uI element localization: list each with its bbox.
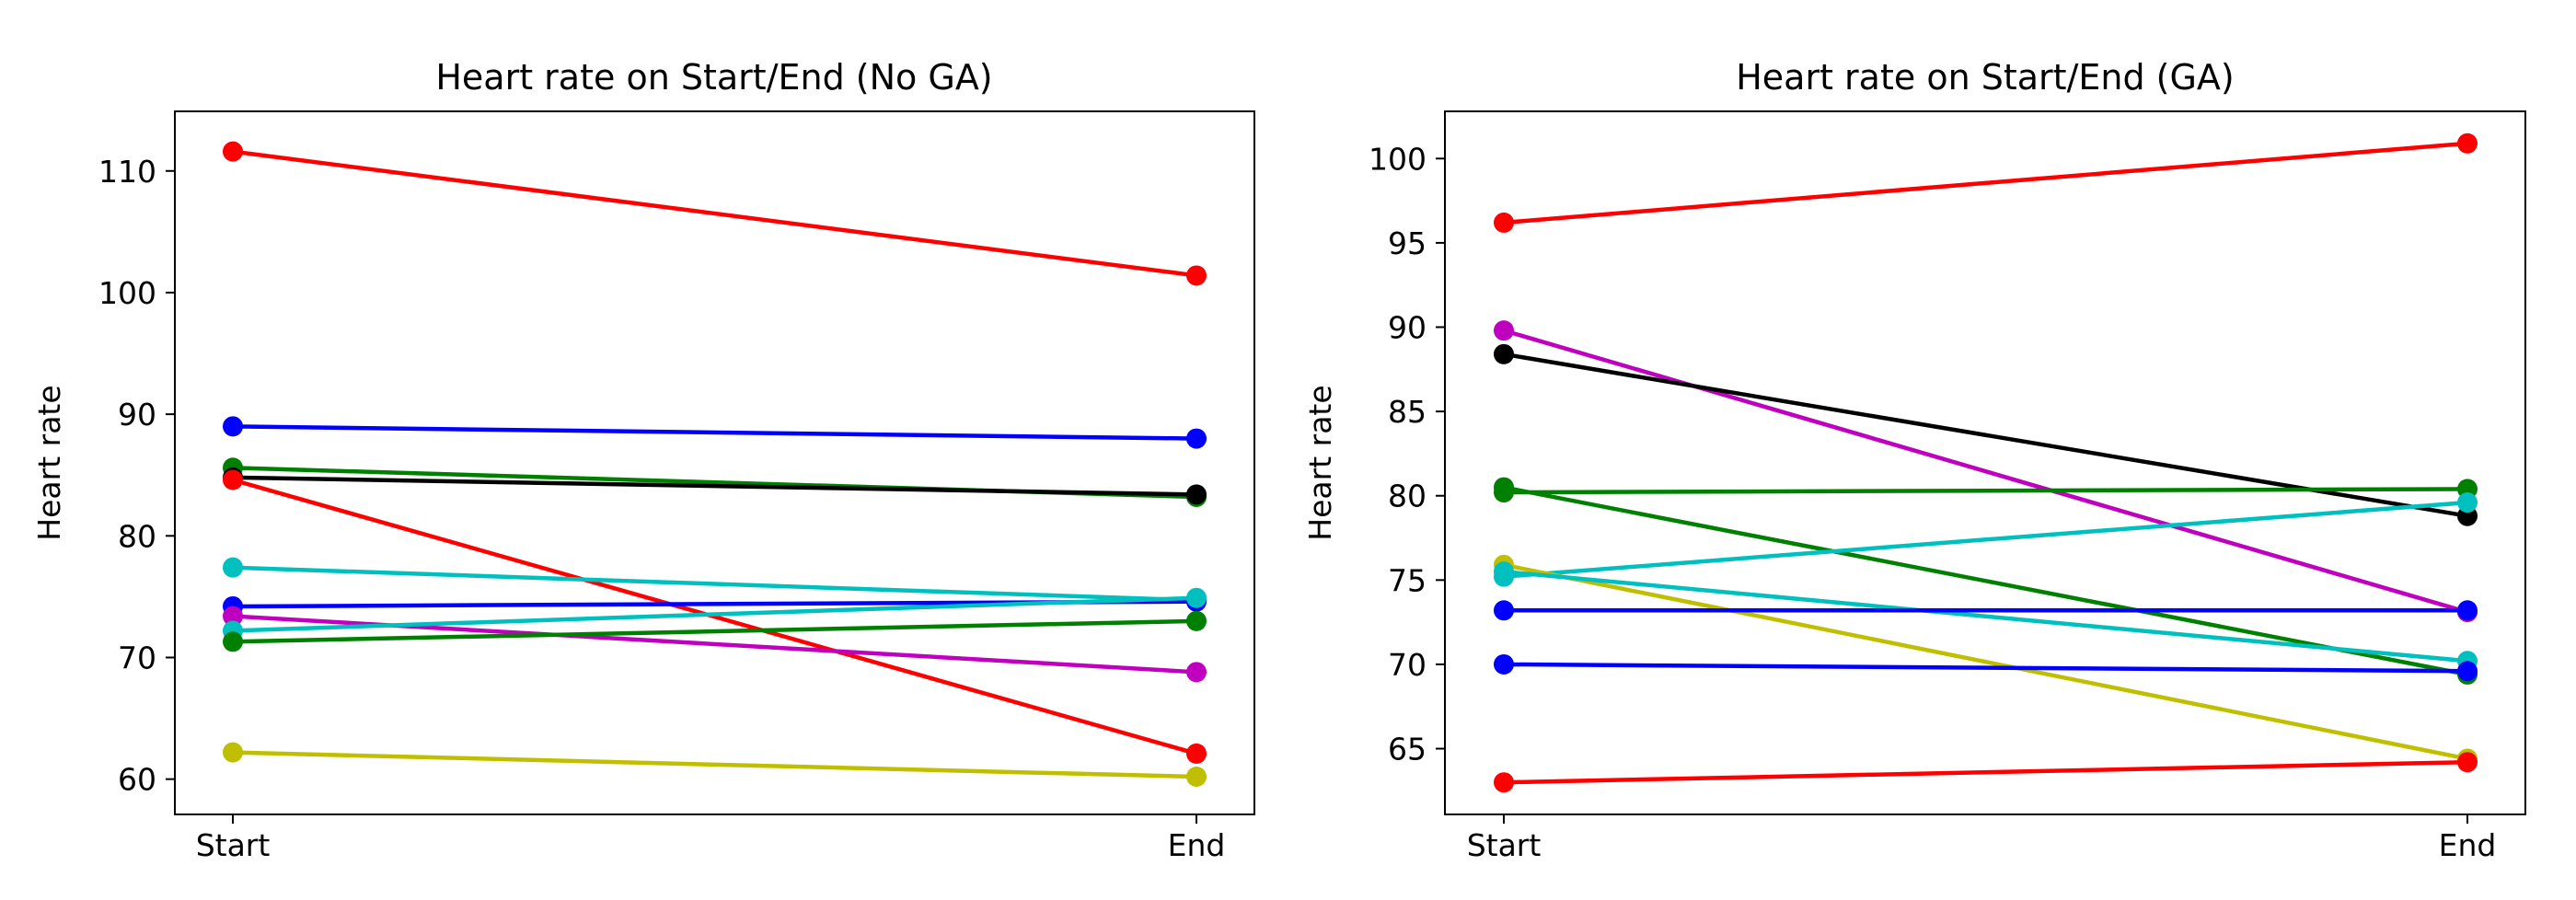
series-line xyxy=(232,424,1197,441)
x-tick-label: Start xyxy=(196,827,271,863)
series xyxy=(1494,561,2478,672)
chart-ga: Heart rate on Start/End (GA) Heart rate … xyxy=(1302,57,2526,863)
data-point xyxy=(1494,561,1514,583)
data-point xyxy=(1494,600,1514,621)
x-tick-label: Start xyxy=(1467,827,1542,863)
y-tick-label: 95 xyxy=(1388,225,1427,261)
data-point xyxy=(1186,428,1207,449)
data-point xyxy=(1186,767,1207,788)
y-tick-label: 70 xyxy=(118,640,156,675)
y-tick-label: 80 xyxy=(118,518,156,554)
y-tick-label: 100 xyxy=(1369,141,1427,177)
series-line xyxy=(1503,759,2468,785)
y-tick-label: 85 xyxy=(1388,394,1427,430)
y-tick-label: 80 xyxy=(1388,479,1427,514)
series-layer xyxy=(223,141,1207,788)
series-line xyxy=(1503,329,2468,615)
series-line xyxy=(1503,500,2468,579)
series xyxy=(223,416,1207,449)
series-line xyxy=(1503,485,2468,677)
y-tick-label: 90 xyxy=(118,397,156,433)
x-ticks: Start End xyxy=(1467,814,2497,863)
data-point xyxy=(2457,752,2478,773)
series-line xyxy=(1503,562,2468,761)
y-tick-label: 60 xyxy=(118,762,156,798)
series xyxy=(1494,479,2478,503)
series xyxy=(223,742,1207,788)
x-tick-label: End xyxy=(1168,827,1226,863)
chart-title: Heart rate on Start/End (No GA) xyxy=(435,57,992,98)
data-point xyxy=(2457,133,2478,154)
data-point xyxy=(2457,492,2478,513)
y-tick-label: 75 xyxy=(1388,562,1427,598)
series-line xyxy=(232,475,1197,497)
data-point xyxy=(1186,587,1207,608)
y-axis-label: Heart rate xyxy=(31,385,67,540)
series-line xyxy=(1503,662,2468,674)
series xyxy=(223,457,1207,508)
chart-title: Heart rate on Start/End (GA) xyxy=(1736,57,2235,98)
data-point xyxy=(1186,484,1207,505)
data-point xyxy=(223,631,243,652)
series-line xyxy=(232,565,1197,603)
data-point xyxy=(2457,600,2478,621)
series-line xyxy=(232,595,1197,633)
data-point xyxy=(1494,653,1514,675)
series xyxy=(1494,133,2478,233)
series xyxy=(1494,600,2478,621)
series-line xyxy=(1503,569,2468,663)
series xyxy=(1494,752,2478,793)
chart-no-ga: Heart rate on Start/End (No GA) Heart ra… xyxy=(31,57,1255,863)
data-point xyxy=(2457,661,2478,682)
series-line xyxy=(232,618,1197,644)
data-point xyxy=(1494,320,1514,341)
data-point xyxy=(223,469,243,490)
data-point xyxy=(223,141,243,162)
data-point xyxy=(1494,772,1514,793)
y-tick-label: 65 xyxy=(1388,732,1427,767)
series xyxy=(1494,653,2478,682)
series xyxy=(1494,320,2478,623)
series-line xyxy=(232,750,1197,779)
series-line xyxy=(1503,141,2468,225)
series xyxy=(223,469,1207,764)
data-point xyxy=(1186,610,1207,631)
plot-frame xyxy=(1444,110,2526,815)
data-point xyxy=(1186,265,1207,286)
x-ticks: Start End xyxy=(196,814,1226,863)
series xyxy=(223,610,1207,652)
plot-frame xyxy=(174,110,1255,815)
data-point xyxy=(1494,212,1514,233)
y-ticks: 60 70 80 90 100 110 xyxy=(98,154,175,798)
y-tick-label: 100 xyxy=(98,275,156,311)
series-line xyxy=(232,478,1197,756)
series-line xyxy=(1503,487,2468,495)
data-point xyxy=(223,557,243,578)
y-tick-label: 90 xyxy=(1388,310,1427,346)
y-tick-label: 70 xyxy=(1388,647,1427,683)
series xyxy=(223,141,1207,286)
y-ticks: 65 70 75 80 85 90 95 100 xyxy=(1369,141,1445,767)
y-tick-label: 110 xyxy=(98,154,156,190)
series xyxy=(1494,554,2478,769)
y-axis-label: Heart rate xyxy=(1302,385,1338,540)
data-point xyxy=(1494,343,1514,364)
data-point xyxy=(223,742,243,763)
series xyxy=(1494,477,2478,685)
series-layer xyxy=(1494,133,2478,793)
x-tick-label: End xyxy=(2439,827,2497,863)
series-line xyxy=(232,149,1197,278)
data-point xyxy=(223,606,243,627)
data-point xyxy=(1186,743,1207,764)
data-point xyxy=(223,416,243,437)
data-point xyxy=(1186,662,1207,683)
data-point xyxy=(1494,477,1514,498)
